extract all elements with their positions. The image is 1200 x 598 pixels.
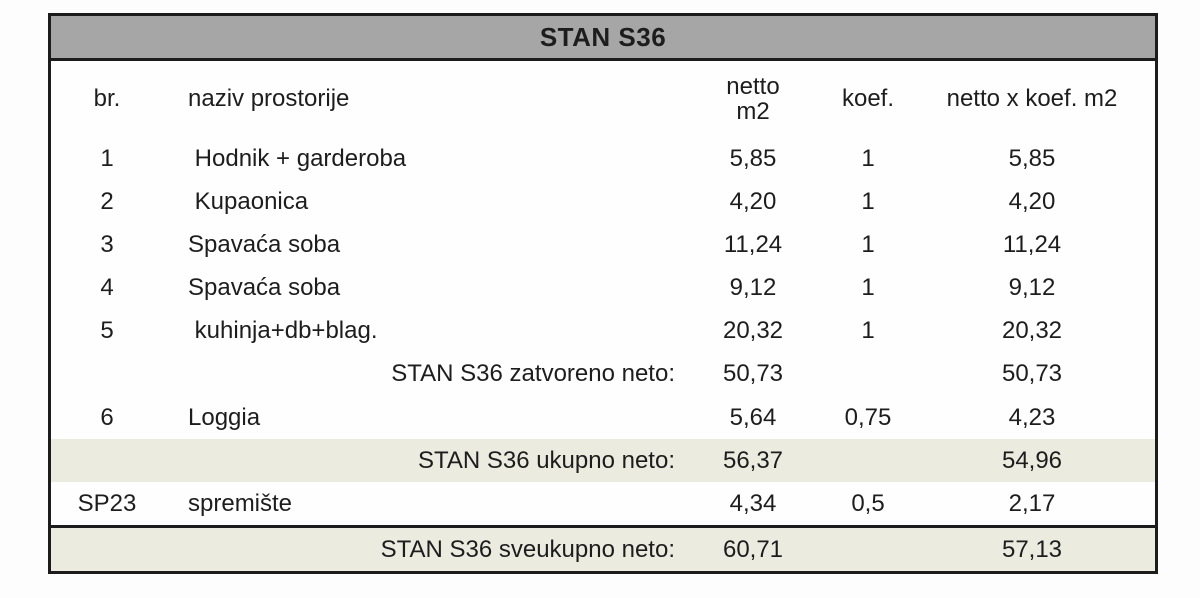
koef-cell: 1	[861, 188, 875, 216]
table-row: 3 Spavaća soba 11,24 1 11,24	[51, 223, 1155, 266]
table-row: STAN S36 ukupno neto: 56,37 54,96	[51, 438, 1155, 482]
column-header-br: br.	[93, 85, 121, 113]
netto-m2-cell: 11,24	[723, 231, 783, 259]
column-header-netto-line1: netto	[726, 72, 780, 100]
netto-x-koef-cell: 4,23	[1008, 403, 1056, 431]
column-header-naziv-prostorije: naziv prostorije	[188, 85, 350, 113]
room-name-cell: Loggia	[188, 403, 261, 431]
column-header-netto-line2: m2	[736, 98, 770, 125]
table-row: STAN S36 zatvoreno neto: 50,73 50,73	[51, 352, 1155, 395]
room-name-cell: Hodnik + garderoba	[188, 144, 407, 172]
netto-x-koef-cell: 20,32	[1001, 317, 1063, 345]
row-number-cell: 2	[100, 188, 114, 216]
room-name-cell: kuhinja+db+blag.	[188, 317, 378, 345]
row-number-cell: 5	[100, 317, 114, 345]
area-summary-table: STAN S36 br. naziv prostorije netto m2 k…	[48, 13, 1158, 574]
table-title: STAN S36	[51, 16, 1155, 61]
netto-m2-cell: 60,71	[722, 535, 784, 563]
netto-x-koef-cell: 57,13	[1001, 535, 1063, 563]
netto-m2-cell: 4,20	[729, 188, 777, 216]
koef-cell: 1	[861, 274, 875, 302]
table-header-row: br. naziv prostorije netto m2 koef. nett…	[51, 61, 1155, 137]
column-header-netto-m2: netto m2	[693, 72, 813, 125]
netto-m2-cell: 56,37	[722, 446, 784, 474]
netto-m2-cell: 4,34	[729, 489, 777, 517]
koef-cell: 0,75	[844, 403, 892, 431]
room-name-cell: spremište	[188, 489, 293, 517]
koef-cell: 0,5	[851, 489, 885, 517]
room-name-cell: Spavaća soba	[188, 274, 341, 302]
netto-x-koef-cell: 4,20	[1008, 188, 1056, 216]
netto-x-koef-cell: 11,24	[1002, 231, 1062, 259]
netto-x-koef-cell: 9,12	[1008, 274, 1056, 302]
row-number-cell: 4	[100, 274, 114, 302]
netto-x-koef-cell: 50,73	[1001, 360, 1063, 388]
netto-m2-cell: 5,85	[729, 144, 777, 172]
koef-cell: 1	[861, 144, 875, 172]
koef-cell: 1	[861, 317, 875, 345]
netto-m2-cell: 9,12	[729, 274, 777, 302]
room-name-cell: STAN S36 zatvoreno neto:	[391, 360, 675, 388]
koef-cell: 1	[861, 231, 875, 259]
table-row: 2 Kupaonica 4,20 1 4,20	[51, 180, 1155, 223]
room-name-cell: STAN S36 sveukupno neto:	[380, 535, 675, 563]
netto-x-koef-cell: 2,17	[1008, 489, 1056, 517]
room-name-cell: STAN S36 ukupno neto:	[417, 446, 675, 474]
netto-x-koef-cell: 54,96	[1001, 446, 1063, 474]
column-header-koef: koef.	[841, 85, 895, 113]
room-name-cell: Kupaonica	[188, 188, 309, 216]
netto-x-koef-cell: 5,85	[1008, 144, 1056, 172]
column-header-netto-x-koef: netto x koef. m2	[946, 85, 1118, 113]
row-number-cell: 6	[100, 403, 114, 431]
table-row: STAN S36 sveukupno neto: 60,71 57,13	[51, 524, 1155, 571]
table-row: SP23 spremište 4,34 0,5 2,17	[51, 482, 1155, 525]
table-row: 1 Hodnik + garderoba 5,85 1 5,85	[51, 137, 1155, 180]
netto-m2-cell: 5,64	[729, 403, 777, 431]
table-row: 4 Spavaća soba 9,12 1 9,12	[51, 266, 1155, 309]
netto-m2-cell: 20,32	[722, 317, 784, 345]
netto-m2-cell: 50,73	[722, 360, 784, 388]
row-number-cell: 1	[100, 144, 114, 172]
row-number-cell: 3	[100, 231, 114, 259]
table-row: 6 Loggia 5,64 0,75 4,23	[51, 396, 1155, 439]
room-name-cell: Spavaća soba	[188, 231, 341, 259]
row-number-cell: SP23	[77, 489, 137, 517]
table-row: 5 kuhinja+db+blag. 20,32 1 20,32	[51, 309, 1155, 352]
